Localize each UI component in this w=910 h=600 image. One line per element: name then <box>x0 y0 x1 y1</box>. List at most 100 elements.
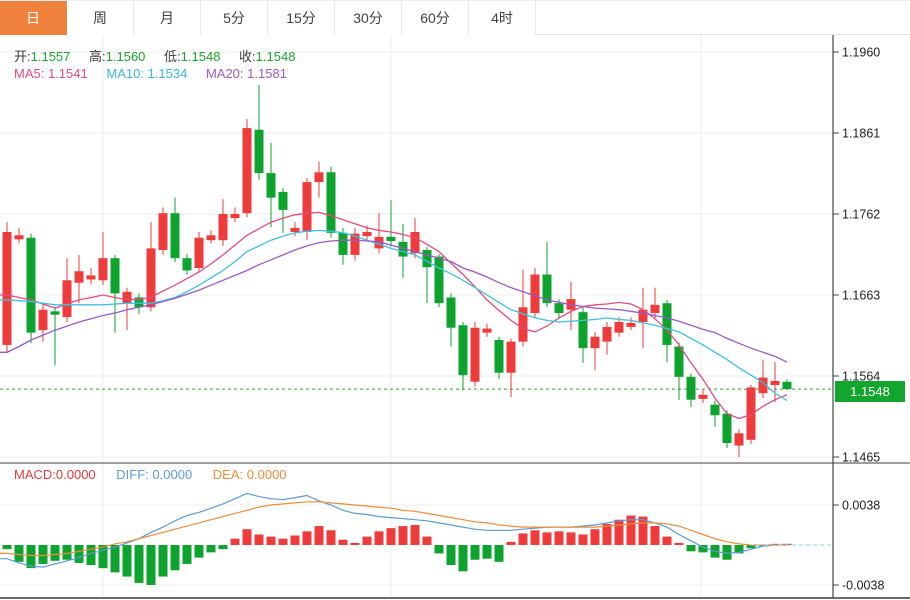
candle <box>110 254 120 333</box>
candle <box>650 287 660 319</box>
candle-body <box>626 322 636 327</box>
candle-body <box>446 297 456 328</box>
macd-bar <box>398 526 408 545</box>
ma10-line <box>0 229 788 402</box>
macd-bar <box>458 545 468 572</box>
candle <box>674 342 684 400</box>
macd-bar <box>650 526 660 545</box>
candle <box>26 233 36 344</box>
candle-body <box>482 328 492 333</box>
ma-readout: MA5: 1.1541 MA10: 1.1534 MA20: 1.1581 <box>14 66 287 81</box>
macd-bar <box>698 545 708 553</box>
candle-body <box>62 280 72 318</box>
macd-bar <box>674 542 684 545</box>
candle-body <box>122 291 132 304</box>
candle-body <box>758 377 768 394</box>
candle <box>710 400 720 427</box>
macd-bar <box>362 536 372 545</box>
candle <box>758 359 768 399</box>
candle-body <box>686 376 696 400</box>
macd-bar <box>158 545 168 577</box>
tab-60min[interactable]: 60分 <box>402 1 469 35</box>
candle <box>194 231 204 273</box>
macd-bar <box>494 545 504 562</box>
macd-bar <box>554 531 564 545</box>
candle <box>314 161 324 198</box>
tab-monthly[interactable]: 月 <box>134 1 201 35</box>
candle-body <box>86 275 96 280</box>
ma5-label: MA5: <box>14 66 45 81</box>
candle <box>722 410 732 448</box>
tab-4hour[interactable]: 4时 <box>469 1 536 35</box>
macd-bar <box>206 545 216 553</box>
macd-bar <box>542 532 552 545</box>
candle-body <box>434 256 444 304</box>
macd-bar <box>134 545 144 583</box>
macd-bar <box>182 545 192 564</box>
macd-bar <box>266 536 276 545</box>
candle <box>386 200 396 247</box>
candle-body <box>134 297 144 308</box>
macd-bar <box>278 538 288 545</box>
macd-label: MACD: <box>14 467 56 482</box>
candle-body <box>266 173 276 198</box>
macd-bar <box>386 528 396 545</box>
macd-axis-label: -0.0038 <box>842 578 884 592</box>
candle <box>566 281 576 331</box>
candle-body <box>338 232 348 255</box>
candle-body <box>638 309 648 322</box>
ohlc-low-label: 低: <box>164 49 181 64</box>
macd-bar <box>254 534 264 545</box>
tab-5min[interactable]: 5分 <box>201 1 268 35</box>
candle <box>686 373 696 408</box>
ma20-readout: MA20: 1.1581 <box>206 66 287 81</box>
candle-body <box>98 258 108 281</box>
ma5-line <box>0 211 788 420</box>
tab-daily[interactable]: 日 <box>0 1 67 35</box>
candle-body <box>206 235 216 241</box>
macd-bar <box>314 526 324 545</box>
macd-bar <box>614 519 624 545</box>
candle-body <box>722 413 732 444</box>
macd-bar <box>566 532 576 545</box>
tab-weekly[interactable]: 周 <box>67 1 134 35</box>
tab-15min[interactable]: 15分 <box>268 1 335 35</box>
candle <box>86 267 96 285</box>
macd-bar <box>2 545 12 550</box>
ohlc-readout: 开:1.1557 高:1.1560 低:1.1548 收:1.1548 <box>14 46 310 65</box>
macd-bar <box>326 530 336 545</box>
macd-bar <box>290 535 300 545</box>
candle <box>506 338 516 398</box>
candle <box>734 429 744 457</box>
candle <box>782 379 792 390</box>
ma10-value: 1.1534 <box>147 66 188 81</box>
macd-bar <box>482 545 492 559</box>
candle <box>230 207 240 223</box>
candle-body <box>698 394 708 399</box>
macd-bar <box>626 515 636 545</box>
macd-bar <box>242 529 252 545</box>
candle-body <box>182 258 192 271</box>
candle-body <box>746 387 756 440</box>
candle <box>302 177 312 241</box>
candle <box>482 323 492 337</box>
price-axis-label: 1.1861 <box>842 126 880 140</box>
candle-body <box>470 327 480 382</box>
candle <box>530 267 540 318</box>
tab-30min[interactable]: 30分 <box>335 1 402 35</box>
ohlc-low-value: 1.1548 <box>180 49 221 64</box>
macd-bar <box>578 534 588 545</box>
candle-body <box>230 213 240 219</box>
candle <box>422 246 432 304</box>
macd-bar <box>374 531 384 545</box>
candle-body <box>770 380 780 385</box>
macd-bar <box>122 545 132 577</box>
ohlc-high-value: 1.1560 <box>105 49 146 64</box>
candle <box>638 287 648 349</box>
macd-bar <box>218 545 228 550</box>
candle <box>698 389 708 403</box>
candle <box>158 207 168 255</box>
candle-body <box>614 321 624 333</box>
macd-bar <box>446 545 456 565</box>
